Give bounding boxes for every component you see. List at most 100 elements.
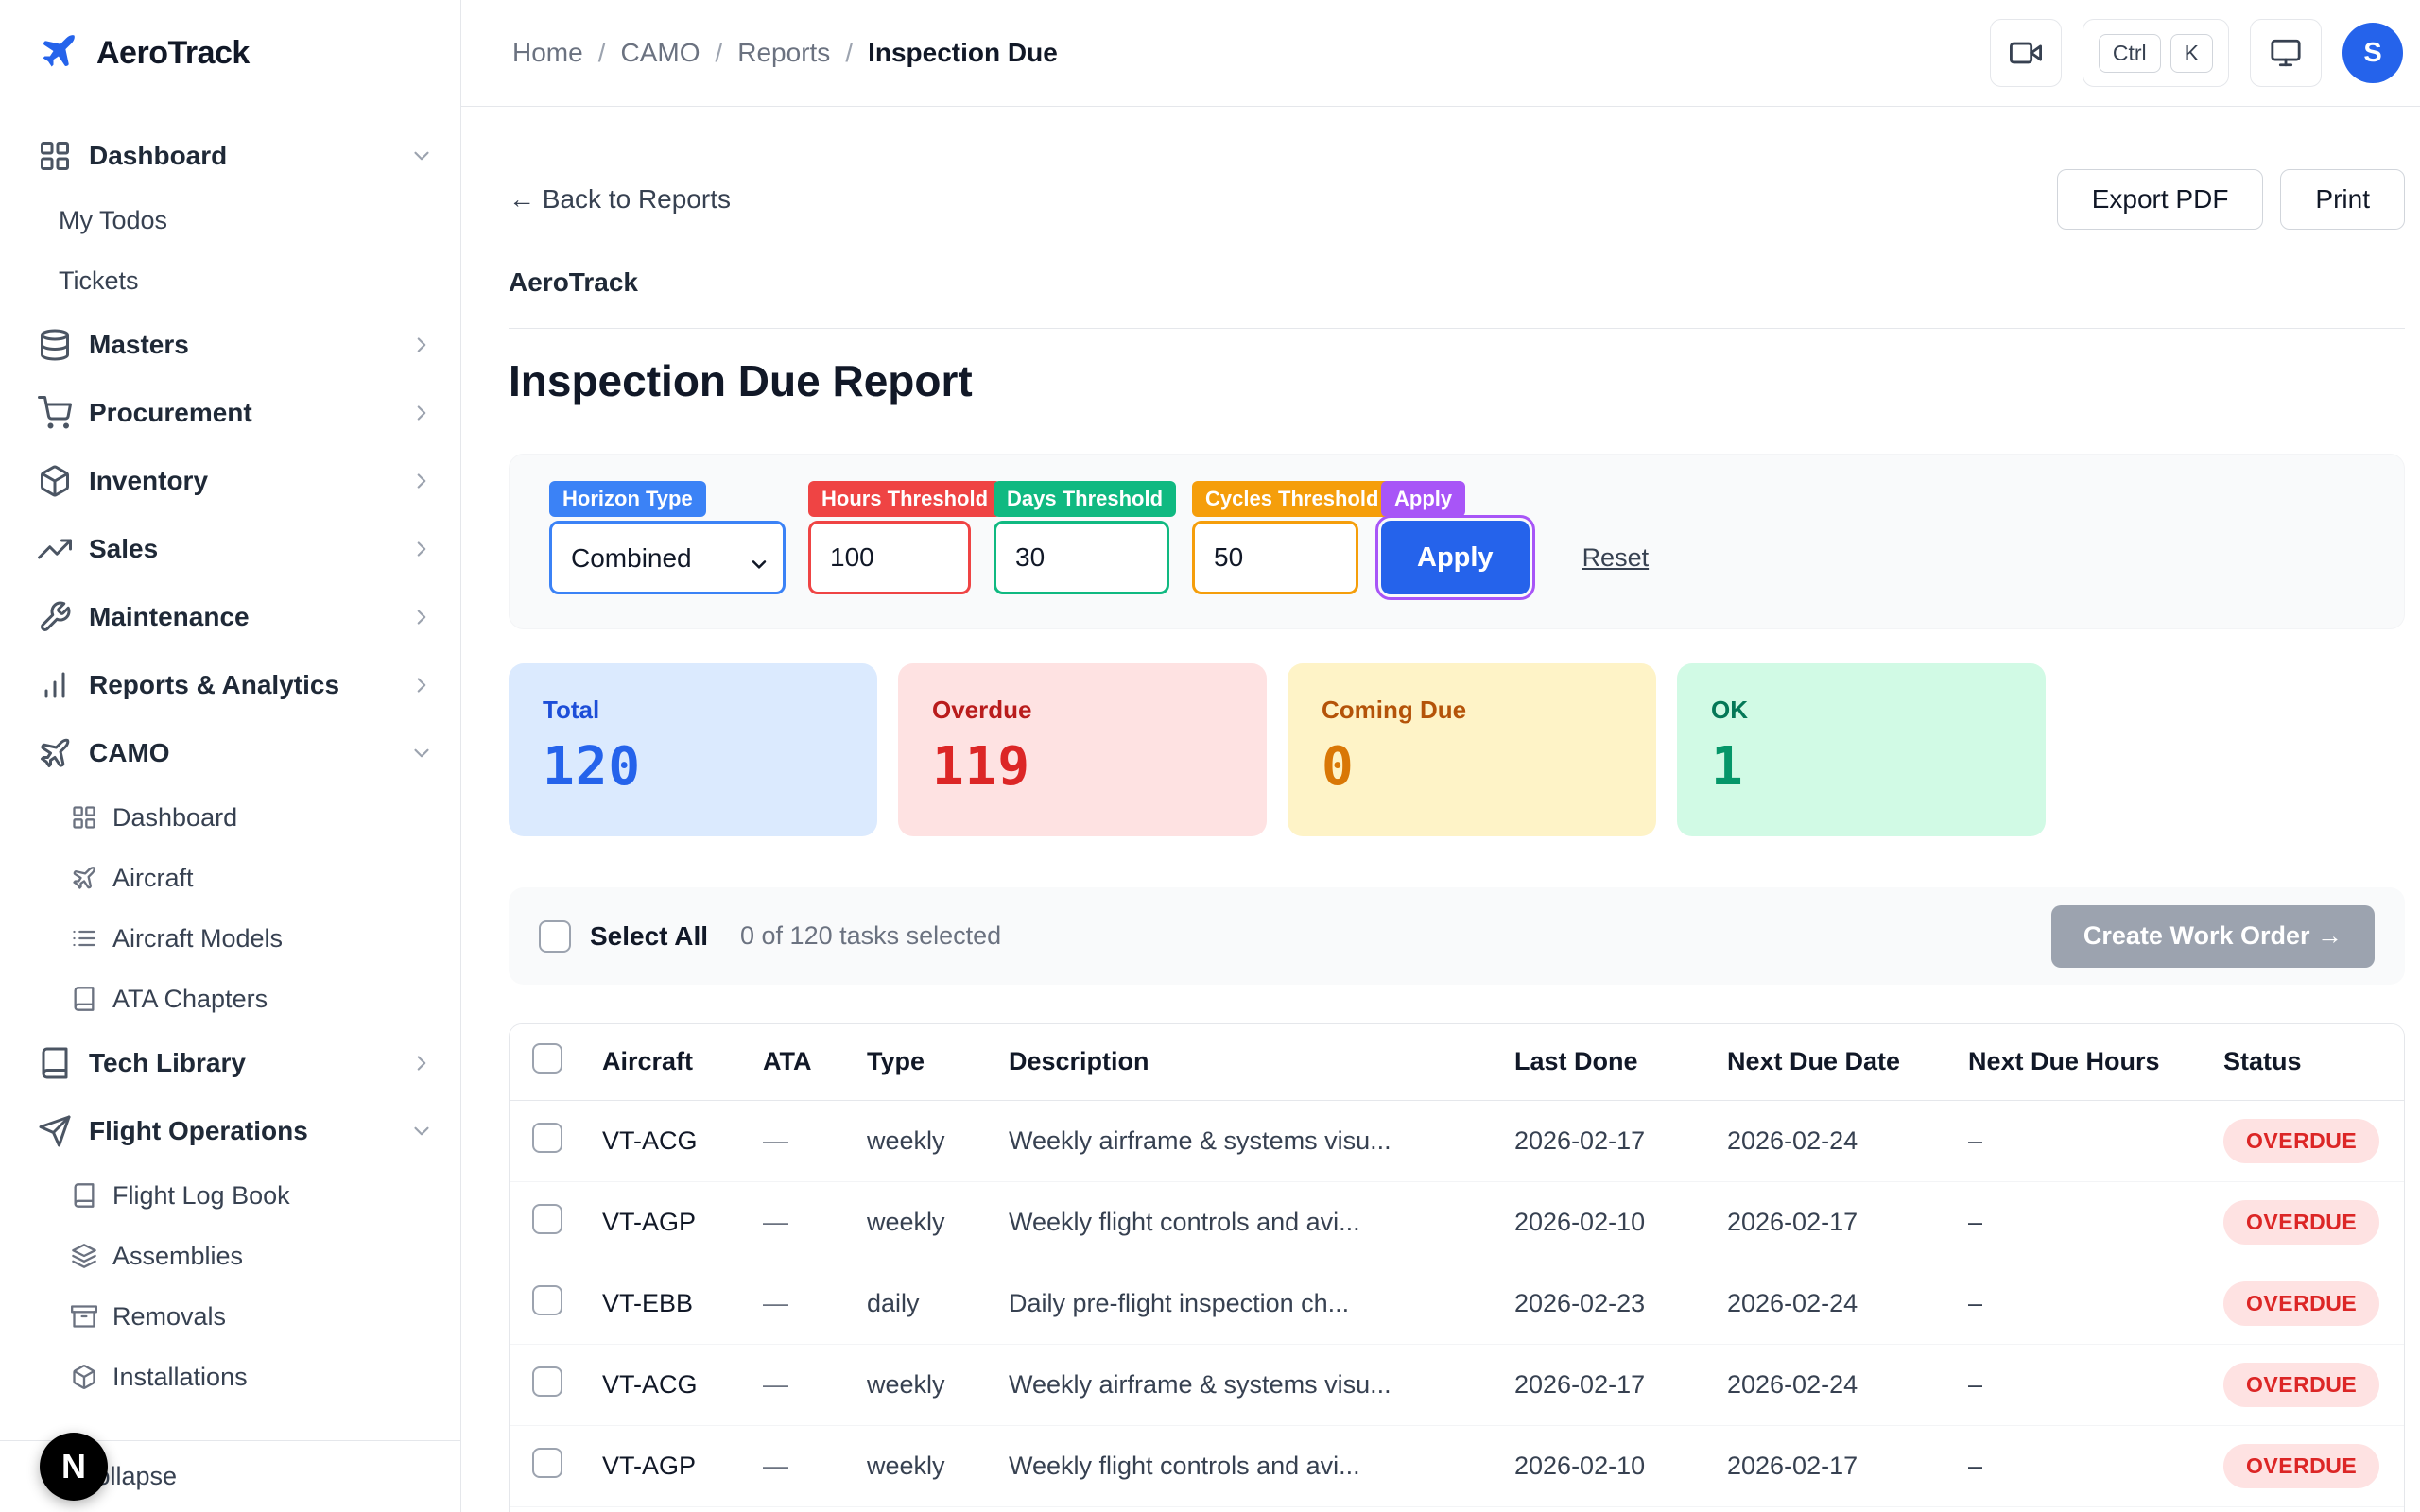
sidebar-item-tech-library[interactable]: Tech Library (0, 1029, 460, 1097)
cell-description: Daily pre-flight inspection ch... (990, 1263, 1495, 1345)
reset-link[interactable]: Reset (1582, 542, 1650, 572)
breadcrumb-reports[interactable]: Reports (737, 38, 831, 67)
breadcrumb-separator: / (715, 38, 723, 67)
plane-icon (41, 738, 70, 767)
column-header-description[interactable]: Description (990, 1024, 1495, 1101)
sidebar-item-tickets[interactable]: Tickets (0, 250, 460, 311)
cell-last-done: 2026-02-17 (1495, 1344, 1708, 1426)
sidebar-item-maintenance[interactable]: Maintenance (0, 583, 460, 651)
cell-ata: — (744, 1425, 848, 1507)
column-header-aircraft[interactable]: Aircraft (583, 1024, 744, 1101)
table-header-row: Aircraft ATA Type Description Last Done … (510, 1024, 2404, 1101)
days-threshold-input[interactable] (994, 521, 1169, 594)
sidebar-item-aircraft[interactable]: Aircraft (0, 848, 460, 908)
app-logo[interactable]: AeroTrack (0, 0, 460, 107)
page-header-row: ← Back to Reports Export PDF Print (509, 169, 2405, 230)
column-header-next-due-hours[interactable]: Next Due Hours (1949, 1024, 2204, 1101)
row-checkbox[interactable] (532, 1366, 562, 1397)
create-work-order-button[interactable]: Create Work Order → (2050, 904, 2375, 968)
column-header-status[interactable]: Status (2204, 1024, 2404, 1101)
nextjs-dev-badge[interactable]: N (40, 1433, 108, 1501)
coming-due-card: Coming Due 0 (1288, 663, 1656, 836)
sidebar-item-installations[interactable]: Installations (0, 1347, 460, 1407)
wrench-icon (41, 601, 71, 631)
table-row-partial (510, 1506, 2404, 1512)
horizon-type-select[interactable]: Combined (549, 521, 786, 594)
status-badge: OVERDUE (2223, 1280, 2380, 1326)
chevron-right-icon (417, 337, 426, 352)
sidebar-item-label: Reports & Analytics (89, 670, 340, 699)
cell-type: weekly (848, 1425, 990, 1507)
sidebar-item-ata-chapters[interactable]: ATA Chapters (0, 969, 460, 1029)
row-checkbox[interactable] (532, 1122, 562, 1153)
select-all-checkbox[interactable] (539, 919, 571, 953)
overdue-card-value: 119 (932, 736, 1031, 798)
print-button[interactable]: Print (2280, 169, 2405, 230)
sidebar-item-inventory[interactable]: Inventory (0, 447, 460, 515)
plane-logo-icon (38, 30, 79, 77)
breadcrumb-home[interactable]: Home (512, 38, 583, 67)
hours-threshold-input[interactable] (808, 521, 971, 594)
sidebar-item-camo[interactable]: CAMO (0, 719, 460, 787)
grid-icon (41, 142, 69, 170)
sidebar-item-flight-log-book[interactable]: Flight Log Book (0, 1165, 460, 1226)
book-icon (42, 1047, 68, 1079)
cell-ata: — (744, 1181, 848, 1263)
sidebar-item-label: Flight Operations (89, 1116, 308, 1145)
sidebar-item-masters[interactable]: Masters (0, 311, 460, 379)
sidebar-item-assemblies[interactable]: Assemblies (0, 1226, 460, 1286)
display-button[interactable] (2250, 19, 2322, 87)
header-checkbox[interactable] (532, 1043, 562, 1074)
back-to-reports-link[interactable]: ← Back to Reports (509, 184, 731, 214)
apply-button[interactable]: Apply (1375, 515, 1535, 600)
shopping-cart-icon (38, 396, 72, 429)
sidebar-item-sales[interactable]: Sales (0, 515, 460, 583)
ok-card: OK 1 (1677, 663, 2046, 836)
screen-recorder-button[interactable] (1989, 19, 2062, 87)
row-checkbox[interactable] (532, 1203, 562, 1234)
breadcrumb-separator: / (845, 38, 854, 67)
column-header-ata[interactable]: ATA (744, 1024, 848, 1101)
summary-cards: Total 120 Overdue 119 Coming Due 0 OK 1 (509, 663, 2405, 836)
plane-icon (73, 867, 95, 889)
cell-description: Weekly airframe & systems visu... (990, 1100, 1495, 1182)
archive-icon (71, 1305, 97, 1328)
sidebar-item-my-todos[interactable]: My Todos (0, 190, 460, 250)
sidebar-item-reports-analytics[interactable]: Reports & Analytics (0, 651, 460, 719)
package-icon (73, 1365, 95, 1389)
chevron-right-icon (417, 541, 426, 557)
chevron-right-icon (417, 610, 426, 625)
export-pdf-button[interactable]: Export PDF (2056, 169, 2264, 230)
database-icon (41, 329, 69, 361)
cell-next-due-hours: – (1949, 1425, 2204, 1507)
app-name: AeroTrack (96, 35, 250, 71)
cell-next-due-date: 2026-02-17 (1708, 1425, 1949, 1507)
column-header-type[interactable]: Type (848, 1024, 990, 1101)
inspection-table: Aircraft ATA Type Description Last Done … (509, 1023, 2405, 1512)
cycles-threshold-input[interactable] (1192, 521, 1358, 594)
column-header-last-done[interactable]: Last Done (1495, 1024, 1708, 1101)
breadcrumb-camo[interactable]: CAMO (620, 38, 700, 67)
sidebar-item-label: ATA Chapters (112, 984, 268, 1013)
row-checkbox[interactable] (532, 1447, 562, 1478)
user-avatar[interactable]: S (2342, 23, 2403, 83)
sidebar-item-dashboard[interactable]: Dashboard (0, 122, 460, 190)
cell-description: Weekly airframe & systems visu... (990, 1344, 1495, 1426)
sidebar-item-aircraft-models[interactable]: Aircraft Models (0, 908, 460, 969)
overdue-card: Overdue 119 (898, 663, 1267, 836)
row-checkbox[interactable] (532, 1284, 562, 1315)
cell-aircraft: VT-AGP (583, 1425, 744, 1507)
sidebar-item-removals[interactable]: Removals (0, 1286, 460, 1347)
cell-next-due-hours: – (1949, 1181, 2204, 1263)
column-header-next-due-date[interactable]: Next Due Date (1708, 1024, 1949, 1101)
sidebar-item-camo-dashboard[interactable]: Dashboard (0, 787, 460, 848)
sidebar-item-procurement[interactable]: Procurement (0, 379, 460, 447)
total-card-value: 120 (543, 736, 642, 798)
sidebar-item-label: Dashboard (89, 141, 228, 170)
monitor-icon (2271, 39, 2301, 67)
sidebar-item-label: Procurement (89, 398, 252, 427)
sidebar-item-flight-operations[interactable]: Flight Operations (0, 1097, 460, 1165)
command-palette-button[interactable]: Ctrl K (2082, 19, 2229, 87)
select-all-label[interactable]: Select All (590, 920, 709, 951)
